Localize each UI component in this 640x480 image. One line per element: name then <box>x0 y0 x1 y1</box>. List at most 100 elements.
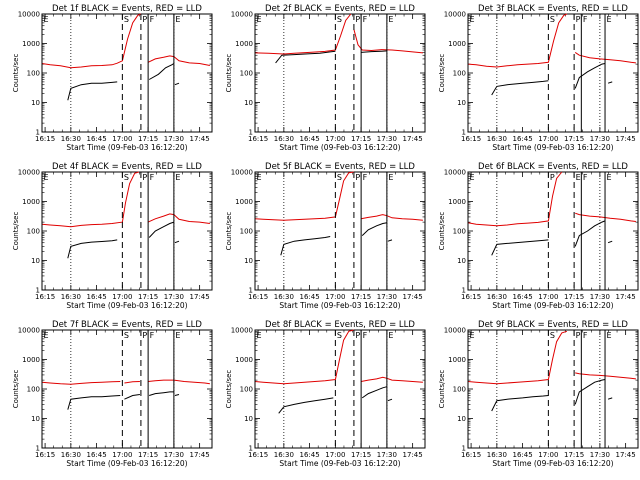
y-tick-label: 1 <box>36 445 40 453</box>
plot-frame <box>41 13 213 133</box>
series-line-events <box>148 63 175 80</box>
series-line-lld <box>574 51 636 64</box>
segment-marker-label: E <box>257 331 262 340</box>
y-tick-label: 10000 <box>231 169 253 177</box>
series-line-lld <box>353 29 423 54</box>
chart-title: Det 4f BLACK = Events, RED = LLD <box>52 162 202 172</box>
segment-marker-label: S <box>337 331 342 340</box>
series-line-events <box>361 222 387 236</box>
series-line-events <box>124 394 140 400</box>
series-line-events <box>491 395 549 412</box>
segment-marker-label: E <box>470 331 475 340</box>
x-axis-label: Start Time (09-Feb-03 16:12:20) <box>279 143 400 152</box>
segment-marker-label: F <box>583 331 588 340</box>
segment-marker-label: P <box>142 331 147 340</box>
segment-marker-label: E <box>175 331 180 340</box>
segment-marker-label: E <box>470 15 475 24</box>
x-tick-label: 17:00 <box>538 293 558 301</box>
series-line-events <box>149 391 174 396</box>
x-tick-label: 16:15 <box>248 293 268 301</box>
y-tick-label: 1000 <box>448 40 466 48</box>
y-tick-label: 1000 <box>22 40 40 48</box>
chart-title: Det 6f BLACK = Events, RED = LLD <box>478 162 628 172</box>
y-tick-label: 100 <box>453 228 466 236</box>
segment-marker-label: F <box>583 173 588 182</box>
y-tick-label: 10 <box>244 257 253 265</box>
y-axis-label: Counts/sec <box>438 370 446 409</box>
x-tick-label: 16:15 <box>35 135 55 143</box>
plot-frame <box>41 171 213 291</box>
segment-marker-label: S <box>124 15 129 24</box>
chart-title: Det 5f BLACK = Events, RED = LLD <box>265 162 415 172</box>
series-line-events <box>574 220 606 247</box>
x-tick-label: 17:15 <box>138 293 158 301</box>
segment-marker-label: F <box>363 15 368 24</box>
x-tick-label: 16:15 <box>461 135 481 143</box>
series-line-events <box>491 239 549 256</box>
x-tick-label: 16:30 <box>61 293 81 301</box>
plot-frame <box>254 13 426 133</box>
chart-panel-det9: Det 9f BLACK = Events, RED = LLD 1 10 100 10… <box>438 320 639 468</box>
y-tick-label: 100 <box>453 70 466 78</box>
plot-frame <box>41 329 213 449</box>
x-tick-label: 17:45 <box>403 451 423 459</box>
segment-marker-label: E <box>175 173 180 182</box>
segment-marker-label: P <box>550 173 555 182</box>
series-line-lld <box>467 171 563 227</box>
y-tick-label: 100 <box>453 386 466 394</box>
segment-marker-label: E <box>44 331 49 340</box>
chart-title: Det 9f BLACK = Events, RED = LLD <box>478 320 628 330</box>
x-tick-label: 16:45 <box>87 135 107 143</box>
segment-marker-label: E <box>388 331 393 340</box>
series-line-lld <box>467 13 568 68</box>
y-tick-label: 10 <box>244 99 253 107</box>
series-line-events <box>607 397 613 400</box>
y-tick-label: 100 <box>240 228 253 236</box>
series-line-events <box>607 240 613 244</box>
plot-frame <box>467 13 639 133</box>
segment-marker-label: E <box>576 173 581 182</box>
chart-title: Det 1f BLACK = Events, RED = LLD <box>52 4 202 14</box>
x-tick-label: 17:30 <box>377 135 397 143</box>
x-tick-label: 17:45 <box>190 293 210 301</box>
series-line-events <box>574 63 606 89</box>
series-line-lld <box>361 214 423 221</box>
series-line-events <box>148 221 175 238</box>
x-tick-label: 17:15 <box>564 135 584 143</box>
series-line-lld <box>575 212 636 222</box>
x-tick-label: 16:45 <box>513 135 533 143</box>
x-tick-label: 16:45 <box>513 293 533 301</box>
y-tick-label: 100 <box>27 70 40 78</box>
series-line-events <box>280 236 331 256</box>
segment-marker-label: E <box>257 15 262 24</box>
chart-panel-det5: Det 5f BLACK = Events, RED = LLD 1 10 100 10… <box>225 162 426 310</box>
y-tick-label: 10000 <box>444 169 466 177</box>
x-tick-label: 16:30 <box>274 135 294 143</box>
x-tick-label: 16:45 <box>513 451 533 459</box>
x-axis-label: Start Time (09-Feb-03 16:12:20) <box>279 459 400 468</box>
series-line-lld <box>147 213 210 224</box>
x-axis-label: Start Time (09-Feb-03 16:12:20) <box>66 301 187 310</box>
segment-marker-label: P <box>142 15 147 24</box>
y-tick-label: 10000 <box>231 327 253 335</box>
y-tick-label: 10 <box>31 257 40 265</box>
plot-frame <box>467 171 639 291</box>
y-tick-label: 1 <box>462 287 466 295</box>
x-tick-label: 16:45 <box>300 451 320 459</box>
x-tick-label: 17:45 <box>616 293 636 301</box>
plot-frame <box>467 329 639 449</box>
segment-marker-label: F <box>363 331 368 340</box>
y-tick-label: 100 <box>27 386 40 394</box>
chart-panel-det2: Det 2f BLACK = Events, RED = LLD 1 10 100 10… <box>225 4 426 152</box>
y-axis-label: Counts/sec <box>12 212 20 251</box>
segment-marker-label: S <box>337 173 342 182</box>
segment-marker-label: F <box>150 15 155 24</box>
y-tick-label: 1000 <box>235 356 253 364</box>
segment-marker-label: E <box>44 15 49 24</box>
segment-marker-label: S <box>550 15 555 24</box>
y-tick-label: 10000 <box>444 11 466 19</box>
segment-marker-label: E <box>607 331 612 340</box>
plot-frame <box>254 171 426 291</box>
x-axis-label: Start Time (09-Feb-03 16:12:20) <box>66 459 187 468</box>
